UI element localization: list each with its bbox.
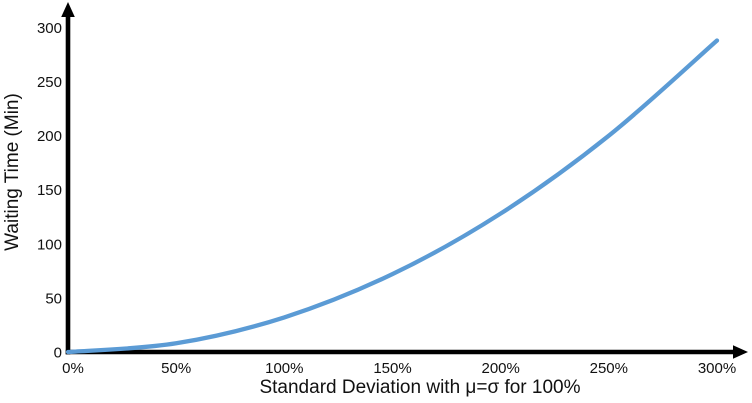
x-axis-tick-labels: 0% 50% 100% 150% 200% 250% 300% (62, 360, 736, 377)
y-axis-title: Waiting Time (Min) (2, 93, 23, 251)
x-axis-title: Standard Deviation with μ=σ for 100% (259, 377, 581, 398)
y-tick-label: 150 (37, 182, 62, 199)
x-tick-label: 0% (62, 360, 84, 377)
x-tick-label: 250% (590, 360, 628, 377)
series-line (65, 38, 720, 355)
x-tick-label: 300% (698, 360, 736, 377)
x-tick-label: 200% (482, 360, 520, 377)
y-tick-label: 50 (45, 290, 62, 307)
y-tick-label: 0 (54, 345, 62, 362)
y-axis-arrow-icon (61, 2, 75, 17)
x-axis-arrow-icon (733, 345, 748, 359)
x-tick-label: 50% (161, 360, 191, 377)
x-tick-label: 100% (265, 360, 303, 377)
y-axis-tick-labels: 0 50 100 150 200 250 300 (37, 20, 62, 362)
y-tick-label: 200 (37, 128, 62, 145)
y-tick-label: 250 (37, 74, 62, 91)
y-tick-label: 100 (37, 236, 62, 253)
x-tick-label: 150% (373, 360, 411, 377)
y-tick-label: 300 (37, 20, 62, 37)
